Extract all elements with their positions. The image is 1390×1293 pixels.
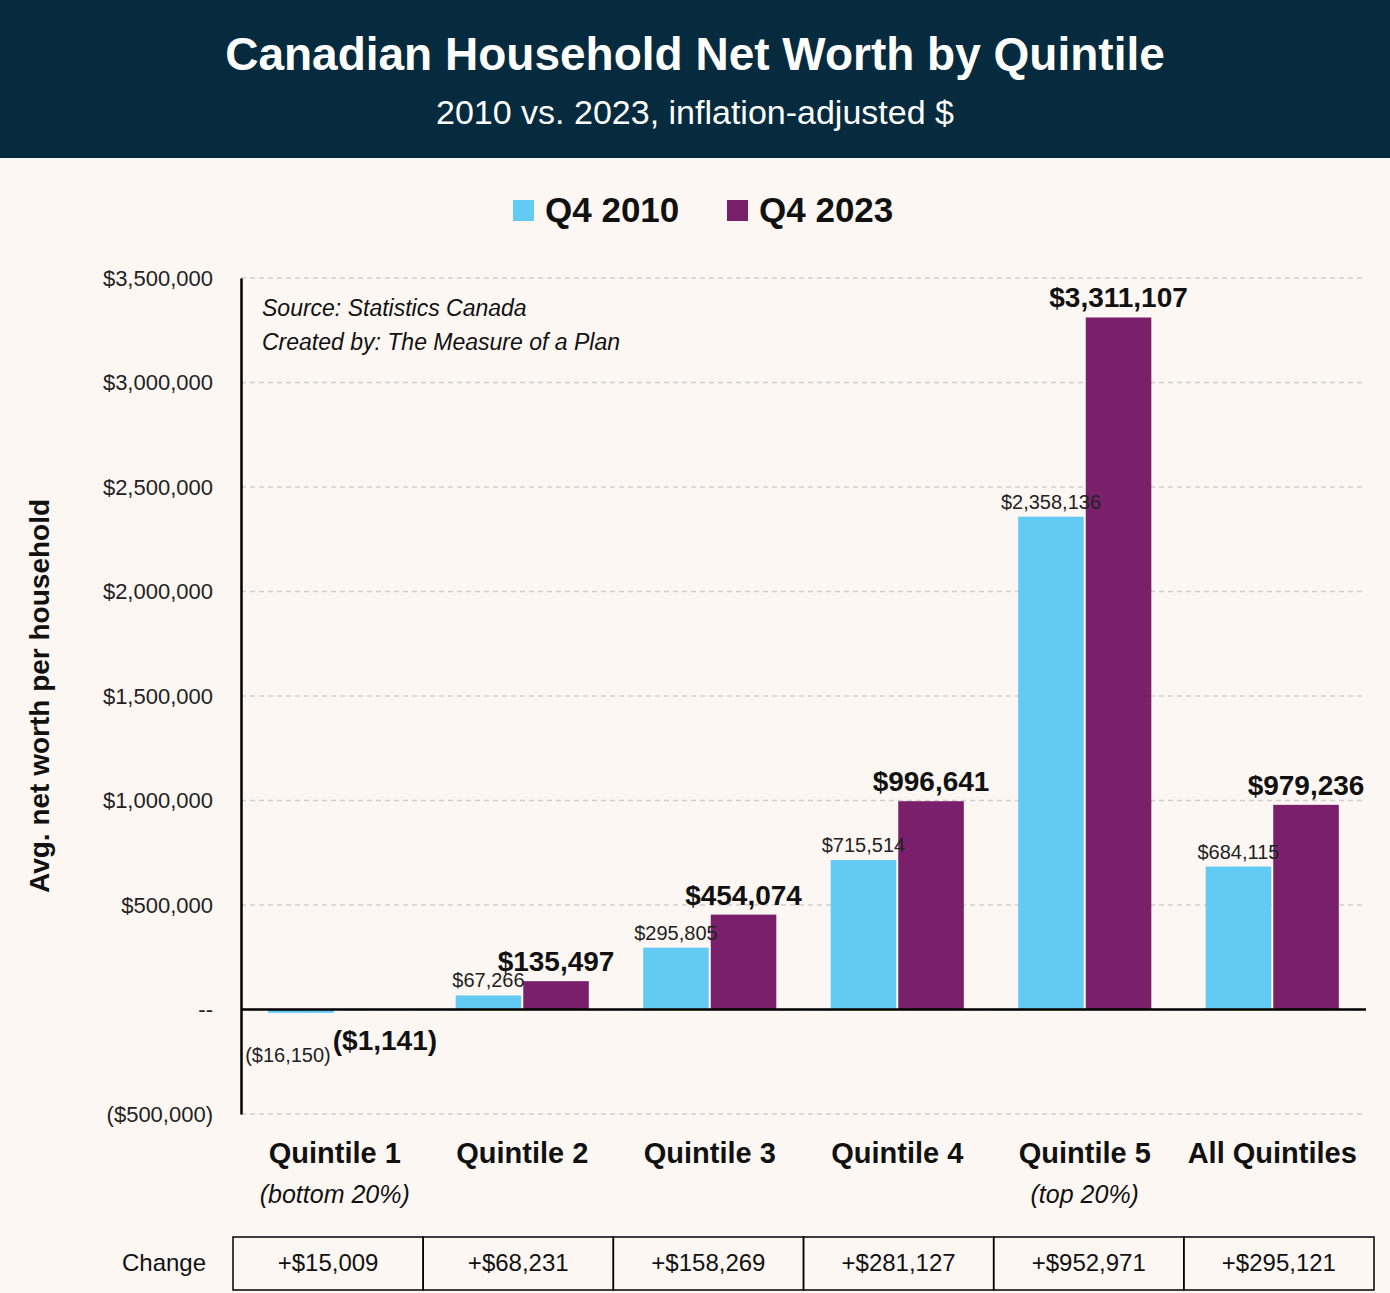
data-label: $3,311,107 bbox=[1049, 282, 1188, 313]
x-tick: Quintile 1 bbox=[269, 1114, 401, 1169]
bars bbox=[268, 317, 1339, 1012]
x-tick-label: Quintile 3 bbox=[644, 1137, 776, 1169]
change-value: +$281,127 bbox=[842, 1249, 956, 1276]
grid-line bbox=[241, 1009, 1366, 1011]
y-tick-label: $1,500,000 bbox=[103, 684, 213, 709]
subtitle: 2010 vs. 2023, inflation-adjusted $ bbox=[436, 93, 954, 131]
change-value: +$15,009 bbox=[278, 1249, 379, 1276]
grid-line bbox=[241, 800, 1366, 802]
background bbox=[0, 0, 1390, 1293]
data-labels: ($16,150)$67,266$295,805$715,514$2,358,1… bbox=[245, 282, 1364, 1065]
x-tick: Quintile 3 bbox=[644, 1114, 776, 1169]
x-tick-label: Quintile 2 bbox=[456, 1137, 588, 1169]
y-axis-title: Avg. net worth per household bbox=[24, 499, 55, 893]
title: Canadian Household Net Worth by Quintile bbox=[225, 28, 1165, 80]
bar bbox=[523, 981, 589, 1009]
legend-swatch bbox=[727, 200, 748, 221]
y-tick: $1,500,000 bbox=[103, 684, 241, 709]
x-tick-label: All Quintiles bbox=[1188, 1137, 1357, 1169]
grid-line bbox=[241, 695, 1366, 697]
y-axis: ($500,000) -- $500,000 $1,000,000 $1,500,000… bbox=[103, 266, 242, 1127]
data-label: $454,074 bbox=[685, 880, 802, 911]
grid-line bbox=[241, 904, 1366, 906]
y-tick-label: ($500,000) bbox=[107, 1102, 213, 1127]
y-tick-label: $1,000,000 bbox=[103, 788, 213, 813]
x-tick-label: Quintile 1 bbox=[269, 1137, 401, 1169]
y-tick-label: $2,500,000 bbox=[103, 475, 213, 500]
table-cell bbox=[804, 1237, 994, 1290]
data-label: $715,514 bbox=[822, 834, 905, 856]
data-label: $996,641 bbox=[873, 766, 990, 797]
y-tick-label: $3,000,000 bbox=[103, 370, 213, 395]
chart-svg: Canadian Household Net Worth by Quintile… bbox=[0, 0, 1390, 1293]
bar bbox=[1086, 317, 1152, 1009]
x-axis: Quintile 1 Quintile 2 Quintile 3 Quintile 4… bbox=[269, 1114, 1357, 1169]
legend: Q4 2010 Q4 2023 bbox=[513, 190, 893, 229]
table-cell bbox=[1184, 1237, 1374, 1290]
bar bbox=[1018, 517, 1084, 1010]
x-tick: All Quintiles bbox=[1188, 1114, 1357, 1169]
bar bbox=[456, 995, 522, 1009]
y-axis-line bbox=[240, 279, 243, 1115]
bar bbox=[711, 915, 777, 1010]
y-tick: $2,500,000 bbox=[103, 475, 241, 500]
grid-line bbox=[241, 277, 1366, 279]
bar bbox=[643, 948, 709, 1010]
y-tick: $500,000 bbox=[121, 893, 241, 918]
data-label: $295,805 bbox=[634, 922, 717, 944]
change-table: Change +$15,009 +$68,231 +$158,269 +$281,127… bbox=[122, 1237, 1374, 1290]
grid-line bbox=[241, 591, 1366, 593]
category-note: (top 20%) bbox=[1031, 1180, 1139, 1208]
legend-label: Q4 2023 bbox=[759, 190, 893, 229]
y-tick-label: $3,500,000 bbox=[103, 266, 213, 291]
header-band bbox=[0, 0, 1390, 158]
data-label: $684,115 bbox=[1197, 841, 1279, 863]
data-label: ($1,141) bbox=[333, 1025, 437, 1056]
data-label: $979,236 bbox=[1248, 770, 1365, 801]
bar bbox=[831, 860, 897, 1010]
category-note: (bottom 20%) bbox=[260, 1180, 410, 1208]
y-tick-label: $2,000,000 bbox=[103, 579, 213, 604]
grid bbox=[241, 278, 1366, 1114]
zero-baseline bbox=[241, 1008, 1366, 1011]
table-cell bbox=[613, 1237, 803, 1290]
annotation: Created by: The Measure of a Plan bbox=[262, 329, 620, 355]
x-tick: Quintile 4 bbox=[831, 1114, 963, 1169]
x-tick-label: Quintile 5 bbox=[1019, 1137, 1151, 1169]
data-label: $135,497 bbox=[498, 946, 615, 977]
y-tick: ($500,000) bbox=[107, 1102, 241, 1127]
change-value: +$68,231 bbox=[468, 1249, 569, 1276]
bar bbox=[1206, 867, 1272, 1010]
change-value: +$158,269 bbox=[651, 1249, 765, 1276]
data-label: ($16,150) bbox=[245, 1044, 331, 1066]
change-label: Change bbox=[122, 1249, 206, 1276]
x-tick: Quintile 5 bbox=[1019, 1114, 1151, 1169]
y-tick-label: -- bbox=[198, 997, 213, 1022]
grid-line bbox=[241, 486, 1366, 488]
legend-swatch bbox=[513, 200, 534, 221]
y-tick: $3,000,000 bbox=[103, 370, 241, 395]
grid-line bbox=[241, 1113, 1366, 1115]
table-cell bbox=[994, 1237, 1184, 1290]
data-label: $2,358,136 bbox=[1001, 491, 1101, 513]
x-tick: Quintile 2 bbox=[456, 1114, 588, 1169]
change-value: +$952,971 bbox=[1032, 1249, 1146, 1276]
bar bbox=[898, 801, 964, 1009]
legend-label: Q4 2010 bbox=[545, 190, 679, 229]
grid-line bbox=[241, 382, 1366, 384]
y-tick: $1,000,000 bbox=[103, 788, 241, 813]
y-tick: $3,500,000 bbox=[103, 266, 241, 291]
table-cell bbox=[233, 1237, 423, 1290]
chart-container: Canadian Household Net Worth by Quintile… bbox=[0, 0, 1390, 1293]
y-tick-label: $500,000 bbox=[121, 893, 213, 918]
x-tick-label: Quintile 4 bbox=[831, 1137, 963, 1169]
y-tick: -- bbox=[198, 997, 241, 1022]
table-cell bbox=[423, 1237, 613, 1290]
annotation: Source: Statistics Canada bbox=[262, 295, 527, 321]
y-tick: $2,000,000 bbox=[103, 579, 241, 604]
change-value: +$295,121 bbox=[1222, 1249, 1336, 1276]
bar bbox=[1273, 805, 1339, 1010]
